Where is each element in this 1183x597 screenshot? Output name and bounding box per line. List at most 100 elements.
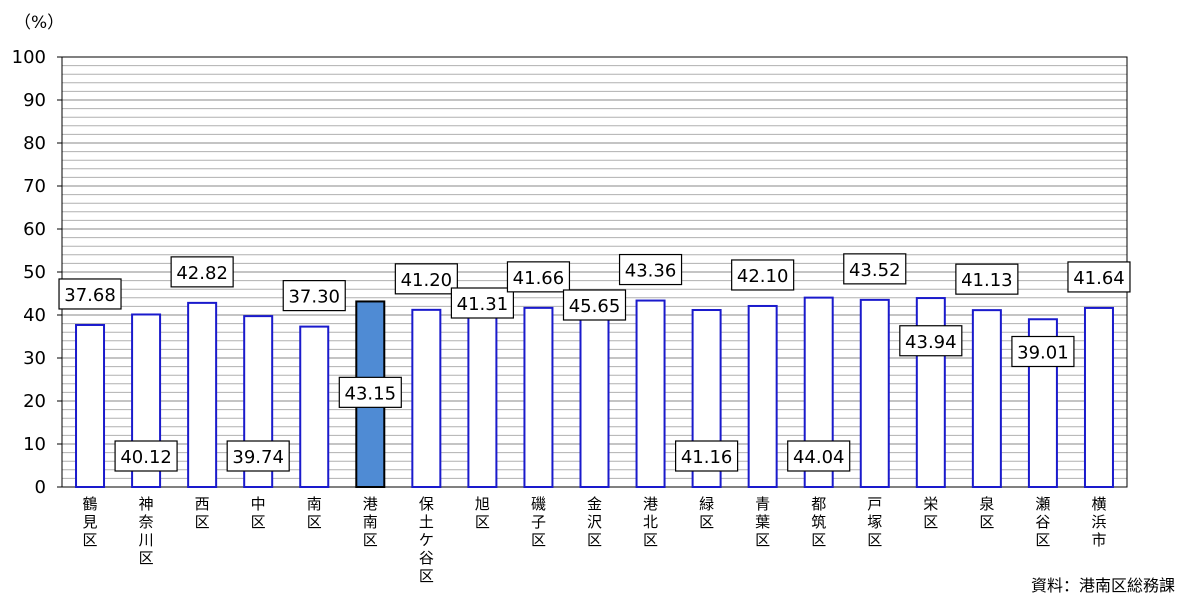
- category-label-char: 区: [923, 513, 938, 531]
- value-label-9: 45.65: [569, 296, 621, 317]
- value-label-box-0: [58, 278, 122, 310]
- category-label-char: 区: [531, 531, 546, 549]
- category-label-char: 川: [139, 531, 154, 549]
- y-tick-label: 100: [12, 47, 46, 68]
- value-label-box-15: [899, 325, 963, 357]
- y-tick-label: 90: [23, 90, 46, 111]
- value-label-box-5: [338, 376, 402, 408]
- category-label-char: 港: [643, 495, 658, 513]
- value-label-box-16: [955, 263, 1019, 295]
- category-label-char: 市: [1091, 531, 1106, 549]
- category-label-char: 区: [83, 531, 98, 549]
- category-label-char: 区: [475, 513, 490, 531]
- category-label-char: 横: [1091, 495, 1106, 513]
- value-label-box-1: [114, 440, 178, 472]
- value-label-10: 43.36: [625, 261, 677, 282]
- y-unit-label: （%）: [14, 13, 65, 33]
- category-label-char: 区: [643, 531, 658, 549]
- category-label-char: 区: [755, 531, 770, 549]
- y-tick-label: 40: [23, 305, 46, 326]
- category-label-char: 区: [251, 513, 266, 531]
- category-label-char: 区: [139, 549, 154, 567]
- category-label-char: 神: [139, 495, 154, 513]
- category-label-char: 沢: [587, 513, 602, 531]
- category-label-char: 奈: [139, 513, 154, 531]
- source-note: 資料：港南区総務課: [1030, 576, 1175, 595]
- category-label-char: 土: [419, 513, 434, 531]
- category-label-char: 区: [307, 513, 322, 531]
- y-tick-label: 80: [23, 133, 46, 154]
- value-label-17: 39.01: [1017, 343, 1069, 364]
- value-label-box-12: [731, 259, 795, 291]
- category-label-char: 浜: [1091, 513, 1106, 531]
- value-label-13: 44.04: [793, 447, 845, 468]
- bar-0: [75, 323, 106, 489]
- category-label-char: 見: [83, 513, 98, 531]
- category-label-char: 緑: [699, 495, 714, 513]
- value-label-box-6: [394, 263, 458, 295]
- bar-9: [579, 289, 610, 488]
- category-label-char: 西: [195, 495, 210, 513]
- value-label-box-17: [1011, 335, 1075, 368]
- value-label-box-7: [450, 287, 514, 319]
- category-label-char: 南: [363, 513, 378, 531]
- category-label-char: 都: [811, 495, 826, 513]
- category-label-char: 戸: [867, 495, 882, 513]
- value-label-11: 41.16: [681, 447, 733, 468]
- value-label-box-11: [675, 440, 739, 472]
- value-label-18: 41.64: [1073, 268, 1125, 289]
- value-label-8: 41.66: [513, 268, 565, 289]
- category-label-char: 瀬: [1035, 495, 1050, 513]
- value-label-box-13: [787, 440, 851, 472]
- value-label-box-3: [226, 440, 290, 472]
- category-label-char: 金: [587, 495, 602, 513]
- value-label-12: 42.10: [737, 266, 789, 287]
- bar-4: [299, 325, 330, 488]
- value-label-box-2: [170, 256, 234, 288]
- y-tick-label: 30: [23, 348, 46, 369]
- category-label-char: 鶴: [83, 495, 98, 513]
- y-tick-label: 10: [23, 434, 46, 455]
- category-label-char: 区: [699, 513, 714, 531]
- category-label-char: 北: [643, 513, 658, 531]
- category-label-char: 区: [419, 567, 434, 585]
- bar-6: [411, 308, 442, 488]
- category-label-char: 泉: [979, 495, 994, 513]
- category-label-char: 区: [979, 513, 994, 531]
- category-label-char: 区: [811, 531, 826, 549]
- category-label-char: 葉: [755, 513, 770, 531]
- value-label-2: 42.82: [176, 263, 228, 284]
- category-label-char: 磯: [531, 495, 546, 513]
- category-label-char: 谷: [1035, 513, 1050, 531]
- value-label-7: 41.31: [457, 294, 509, 315]
- value-label-3: 39.74: [232, 447, 284, 468]
- category-label-char: 青: [755, 495, 770, 513]
- category-label-char: 子: [531, 513, 546, 531]
- category-label-char: 区: [867, 531, 882, 549]
- bar-16: [971, 309, 1002, 488]
- value-label-box-10: [618, 253, 683, 286]
- category-label-char: 区: [1035, 531, 1050, 549]
- value-label-box-14: [843, 253, 907, 285]
- category-label-char: 谷: [419, 549, 434, 567]
- category-label-char: 保: [419, 495, 434, 513]
- bar-2: [187, 301, 218, 488]
- value-label-box-8: [506, 261, 571, 293]
- y-tick-label: 50: [23, 262, 46, 283]
- value-label-box-4: [282, 280, 346, 312]
- category-label-char: 港: [363, 495, 378, 513]
- bar-18: [1083, 306, 1114, 488]
- value-label-5: 43.15: [345, 383, 397, 404]
- value-label-15: 43.94: [905, 332, 957, 353]
- bar-7: [467, 308, 498, 488]
- bar-14: [859, 298, 890, 489]
- category-label-char: 区: [195, 513, 210, 531]
- bar-12: [747, 304, 778, 488]
- value-label-6: 41.20: [401, 270, 453, 291]
- category-label-char: 旭: [475, 495, 490, 513]
- value-label-box-9: [562, 289, 627, 321]
- value-label-14: 43.52: [849, 260, 901, 281]
- category-label-char: 中: [251, 495, 266, 513]
- category-label-char: ケ: [419, 531, 434, 549]
